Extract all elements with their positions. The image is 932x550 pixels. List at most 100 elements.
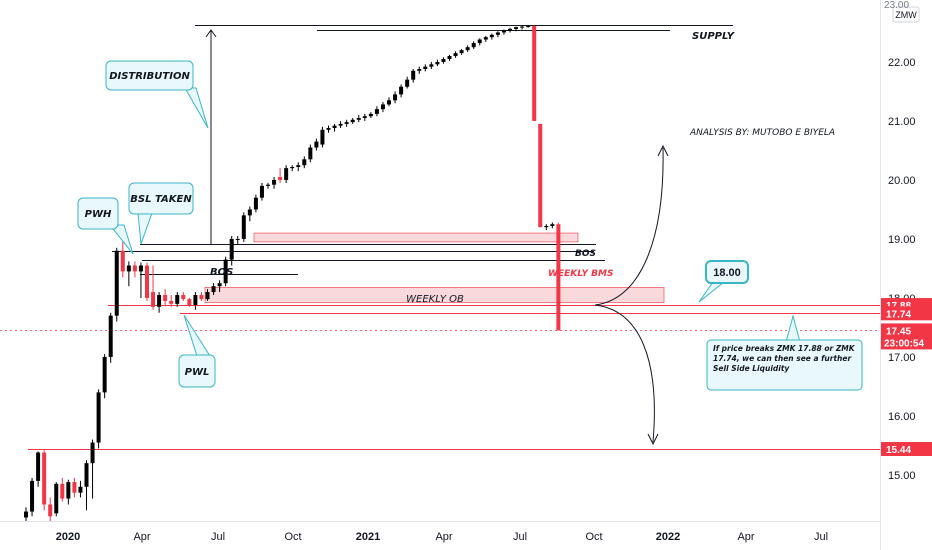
x-tick-label: Apr (737, 531, 754, 543)
candle-body (108, 315, 113, 357)
currency-badge-text: ZMW (895, 10, 917, 20)
price-tag (881, 442, 932, 457)
candle-body (290, 166, 295, 169)
candle-body (157, 295, 162, 307)
x-tick-label: Jul (814, 531, 828, 543)
supply-zone (253, 232, 579, 243)
zones-layer (204, 232, 665, 303)
candle-body (465, 47, 470, 51)
candle-body (526, 25, 531, 27)
candle-body (387, 100, 391, 105)
candle-body (187, 299, 192, 306)
candle-body (169, 300, 174, 304)
candle-body (350, 119, 355, 123)
candle-body (459, 50, 464, 54)
candle-body (181, 295, 186, 300)
candle-body (489, 34, 494, 38)
x-tick-label: 2021 (356, 531, 380, 543)
candle-body (84, 463, 89, 487)
candle-body (259, 185, 264, 198)
candle-body (211, 286, 216, 293)
candle-body (380, 104, 385, 110)
candle-body (229, 238, 234, 260)
candle-body (24, 511, 28, 518)
x-tick-label: Jul (513, 531, 527, 543)
candle-body (193, 295, 198, 306)
note-callout[interactable]: If price breaks ZMK 17.88 or ZMK 17.74, … (706, 314, 863, 391)
candle-body (368, 113, 373, 117)
candle-body (175, 295, 180, 304)
candle-body (223, 259, 228, 284)
price-tag (881, 306, 932, 321)
candle-body (296, 165, 301, 167)
candle-body (423, 66, 428, 70)
candle-body (435, 61, 440, 65)
bsl-taken-callout[interactable]: BSL TAKEN (128, 182, 194, 245)
y-tick-label: 15.00 (888, 470, 916, 482)
candle-body (544, 225, 549, 228)
bullish-projection-arrowhead (657, 144, 669, 157)
pwh-callout[interactable]: PWH (77, 197, 134, 255)
pwl-callout[interactable]: PWL (178, 314, 216, 388)
candle-body (314, 141, 319, 148)
candle-body (126, 265, 131, 272)
candles-layer (24, 25, 561, 521)
candle-body (356, 118, 361, 120)
time-axis[interactable]: 2020 Apr Jul Oct 2021 Apr Jul Oct 2022 Apr Jul (56, 531, 828, 543)
candle-body (417, 69, 422, 71)
candle-body (132, 265, 137, 272)
analysis-credit: ANALYSIS BY: MUTOBO E BIYELA (689, 128, 835, 138)
x-tick-label: Oct (284, 531, 301, 543)
x-tick-label: Apr (435, 531, 452, 543)
y-tick-label: 22.00 (888, 57, 916, 69)
candle-body (247, 209, 252, 216)
candle-body (151, 292, 156, 307)
bos-label-inner: BOS (210, 267, 233, 278)
distribution-arrow-head (205, 29, 217, 38)
candle-body (374, 109, 379, 114)
candle-body (320, 129, 325, 145)
candle-body (405, 79, 410, 87)
y-tick-label: 20.00 (888, 175, 916, 187)
candle-body (393, 94, 398, 101)
candle-body (538, 123, 543, 228)
candle-body (96, 392, 101, 443)
candle-body (138, 265, 143, 272)
candle-body (284, 168, 289, 180)
distribution-callout[interactable]: DISTRIBUTION (105, 60, 209, 129)
candle-body (447, 56, 452, 60)
candle-body (453, 53, 458, 57)
candle-body (471, 43, 476, 48)
candle-body (272, 179, 277, 185)
candle-body (362, 116, 367, 119)
candle-body (477, 39, 482, 44)
currency-badge: ZMW (892, 6, 920, 23)
x-tick-label: 2022 (656, 531, 680, 543)
candle-body (48, 504, 53, 517)
candle-body (278, 177, 283, 180)
candle-body (532, 25, 537, 121)
candle-body (241, 215, 246, 239)
supply-label: SUPPLY (692, 31, 736, 42)
candle-body (550, 224, 555, 226)
candle-body (54, 483, 59, 514)
weekly-bms-label: WEEKLY BMS (548, 269, 613, 279)
candle-body (326, 128, 331, 130)
candle-body (66, 482, 71, 499)
candle-body (42, 452, 47, 505)
candle-body (520, 26, 525, 28)
candle-body (514, 27, 519, 29)
candle-body (90, 442, 95, 464)
x-tick-label: Jul (211, 531, 225, 543)
candle-body (253, 197, 258, 210)
candle-body (78, 486, 83, 493)
price-callout-18[interactable]: 18.00 (698, 260, 749, 303)
candle-body (302, 159, 307, 166)
price-tag-label: 17.45 (886, 326, 911, 337)
note-text: If price breaks ZMK 17.88 or ZMK 17.74, … (713, 344, 855, 373)
weekly-ob-label: WEEKLY OB (406, 294, 464, 305)
candle-body (332, 125, 337, 129)
